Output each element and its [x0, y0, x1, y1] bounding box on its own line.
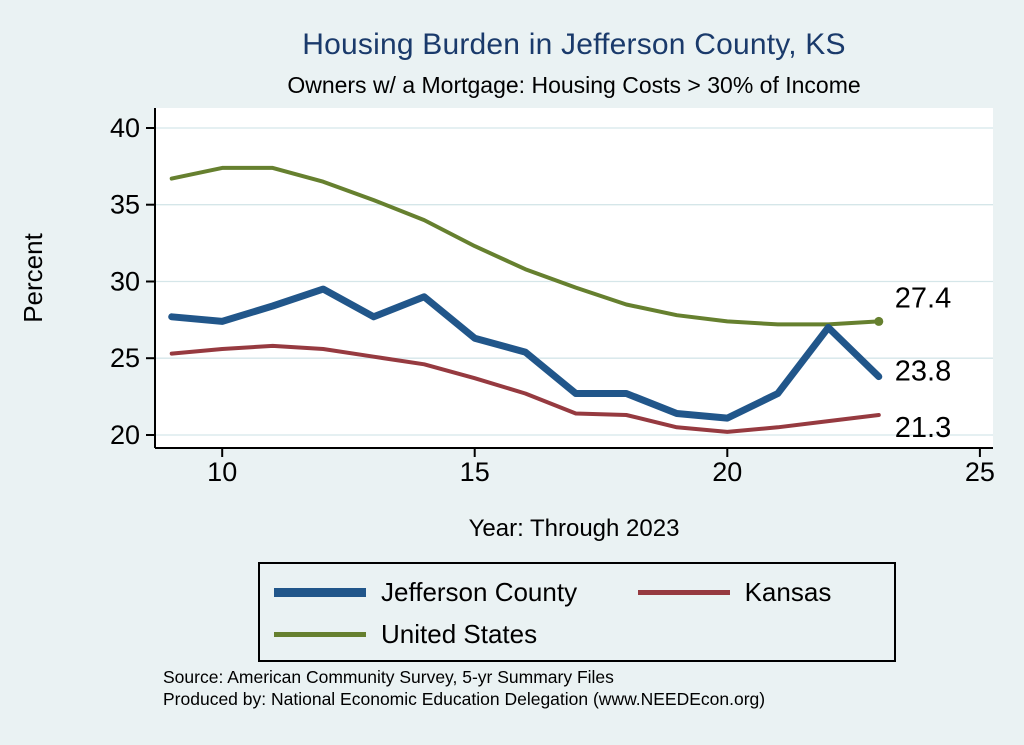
legend-item-jefferson-county: Jefferson County	[274, 573, 638, 611]
chart-subtitle: Owners w/ a Mortgage: Housing Costs > 30…	[287, 72, 861, 98]
x-tick-label: 25	[965, 457, 995, 487]
x-tick-label: 10	[207, 457, 237, 487]
legend-item-kansas: Kansas	[637, 573, 880, 611]
legend-label-jefferson-county: Jefferson County	[381, 576, 578, 607]
source-note: Source: American Community Survey, 5-yr …	[163, 667, 614, 687]
series-line-united-states	[169, 165, 881, 327]
x-axis-title: Year: Through 2023	[469, 515, 680, 542]
end-label-kansas: 21.3	[895, 412, 951, 444]
chart-legend: Jefferson County Kansas United States	[258, 562, 896, 662]
legend-line-kansas	[637, 589, 730, 595]
chart-title: Housing Burden in Jefferson County, KS	[302, 28, 846, 61]
us-end-marker	[874, 316, 884, 326]
legend-line-jefferson-county	[274, 587, 366, 597]
legend-item-united-states: United States	[274, 615, 638, 653]
legend-line-united-states	[274, 631, 366, 637]
produced-by-note: Produced by: National Economic Education…	[163, 688, 766, 709]
series-line-kansas	[169, 343, 881, 434]
end-label-jefferson-county: 23.8	[895, 356, 951, 388]
y-tick-label: 20	[110, 420, 140, 450]
plot-area	[155, 108, 993, 448]
legend-label-kansas: Kansas	[744, 576, 832, 607]
y-tick-label: 30	[110, 267, 140, 297]
y-tick-label: 40	[110, 113, 140, 143]
y-axis-title: Percent	[18, 232, 48, 322]
series-line-jefferson-county	[168, 285, 883, 422]
end-label-united-states: 27.4	[895, 282, 951, 314]
y-tick-label: 35	[110, 190, 140, 220]
y-tick-label: 25	[110, 343, 140, 373]
line-chart: 20 25 30 35 40 10 15 20 25 Percent Year: Through 2…	[18, 108, 995, 542]
legend-label-united-states: United States	[381, 618, 538, 649]
x-tick-label: 20	[712, 457, 742, 487]
footer-notes: Source: American Community Survey, 5-yr …	[163, 667, 765, 710]
x-tick-label: 15	[460, 457, 490, 487]
